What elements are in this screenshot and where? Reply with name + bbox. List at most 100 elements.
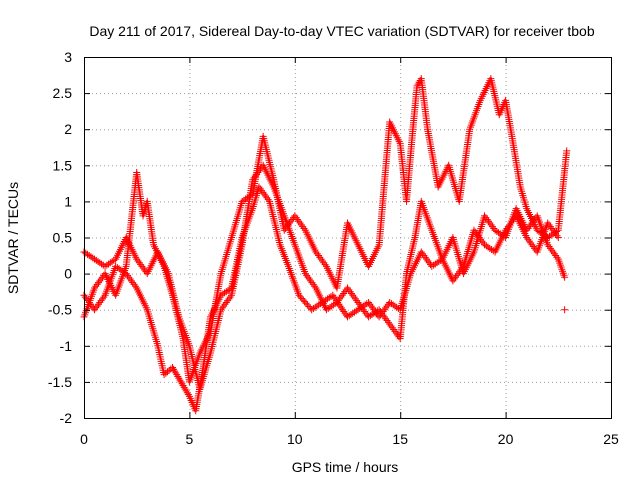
data-point <box>256 185 264 193</box>
data-point <box>105 260 113 268</box>
data-point <box>280 226 288 234</box>
data-point <box>307 277 315 285</box>
data-point <box>372 308 380 316</box>
data-point <box>327 292 335 300</box>
data-point <box>94 258 102 266</box>
data-point <box>495 229 503 237</box>
data-point <box>340 289 348 297</box>
data-point <box>421 253 429 261</box>
data-point <box>175 374 183 382</box>
data-point <box>387 322 395 330</box>
data-point <box>384 318 392 326</box>
data-point <box>471 228 479 236</box>
data-point <box>255 183 263 191</box>
data-point <box>108 258 116 266</box>
data-point <box>103 261 111 269</box>
data-point <box>337 304 345 312</box>
data-point <box>450 275 458 283</box>
data-point <box>286 219 294 227</box>
data-point <box>417 248 425 256</box>
data-point <box>130 280 138 288</box>
data-point <box>368 311 376 319</box>
data-point <box>345 312 353 320</box>
data-point <box>221 289 229 297</box>
data-point <box>548 246 556 254</box>
data-point <box>301 270 309 278</box>
data-point <box>545 243 553 251</box>
data-point <box>131 282 139 290</box>
data-point <box>424 257 432 265</box>
data-point <box>96 277 104 285</box>
data-point <box>329 301 337 309</box>
data-point <box>544 241 552 249</box>
data-point <box>320 259 328 267</box>
data-point <box>545 221 553 229</box>
data-point <box>96 298 104 306</box>
data-point <box>97 297 105 305</box>
x-tick-label: 5 <box>186 431 194 447</box>
data-point <box>308 306 316 314</box>
data-point <box>349 291 357 299</box>
data-point <box>488 223 496 231</box>
data-point <box>347 289 355 297</box>
data-point <box>221 300 229 308</box>
data-point <box>240 196 248 204</box>
data-point <box>548 224 556 232</box>
y-tick-label: 2.5 <box>53 85 73 101</box>
y-tick-label: -1 <box>60 338 73 354</box>
data-point <box>125 273 133 281</box>
data-point <box>413 82 421 90</box>
data-point <box>540 231 548 239</box>
data-point <box>93 302 101 310</box>
data-point <box>383 302 391 310</box>
data-point <box>126 275 134 283</box>
data-point <box>106 259 114 267</box>
data-point <box>352 307 360 315</box>
y-tick-label: 1.5 <box>53 157 73 173</box>
data-point <box>336 302 344 310</box>
data-point <box>345 286 353 294</box>
data-point <box>282 224 290 232</box>
data-point <box>470 226 478 234</box>
data-point <box>297 221 305 229</box>
x-tick-label: 10 <box>287 431 303 447</box>
data-point <box>367 302 375 310</box>
data-point <box>322 306 330 314</box>
data-point <box>528 241 536 249</box>
data-point <box>362 309 370 317</box>
data-point <box>387 300 395 308</box>
data-point <box>452 273 460 281</box>
y-axis-label: SDTVAR / TECUs <box>5 182 21 294</box>
data-point <box>563 147 571 155</box>
data-point <box>100 293 108 301</box>
data-point <box>552 252 560 260</box>
data-point <box>349 309 357 317</box>
data-point <box>380 313 388 321</box>
data-point <box>291 212 299 220</box>
chart-title: Day 211 of 2017, Sidereal Day-to-day VTE… <box>89 23 594 39</box>
data-point <box>262 192 270 200</box>
data-point <box>283 223 291 231</box>
data-point <box>389 301 397 309</box>
data-point <box>328 302 336 310</box>
data-point <box>376 308 384 316</box>
data-point <box>369 304 377 312</box>
data-point <box>351 295 359 303</box>
data-point <box>98 260 106 268</box>
data-point <box>334 297 342 305</box>
data-point <box>487 221 495 229</box>
data-point <box>533 226 541 234</box>
data-point <box>390 326 398 334</box>
data-point <box>346 288 354 296</box>
data-point <box>238 197 246 205</box>
data-point <box>386 320 394 328</box>
data-point <box>344 313 351 321</box>
data-point <box>525 237 533 245</box>
data-point <box>430 261 438 269</box>
data-point <box>484 217 492 225</box>
data-point <box>284 221 292 229</box>
y-tick-label: 0.5 <box>53 230 73 246</box>
data-point <box>329 291 337 299</box>
data-point <box>112 262 120 270</box>
